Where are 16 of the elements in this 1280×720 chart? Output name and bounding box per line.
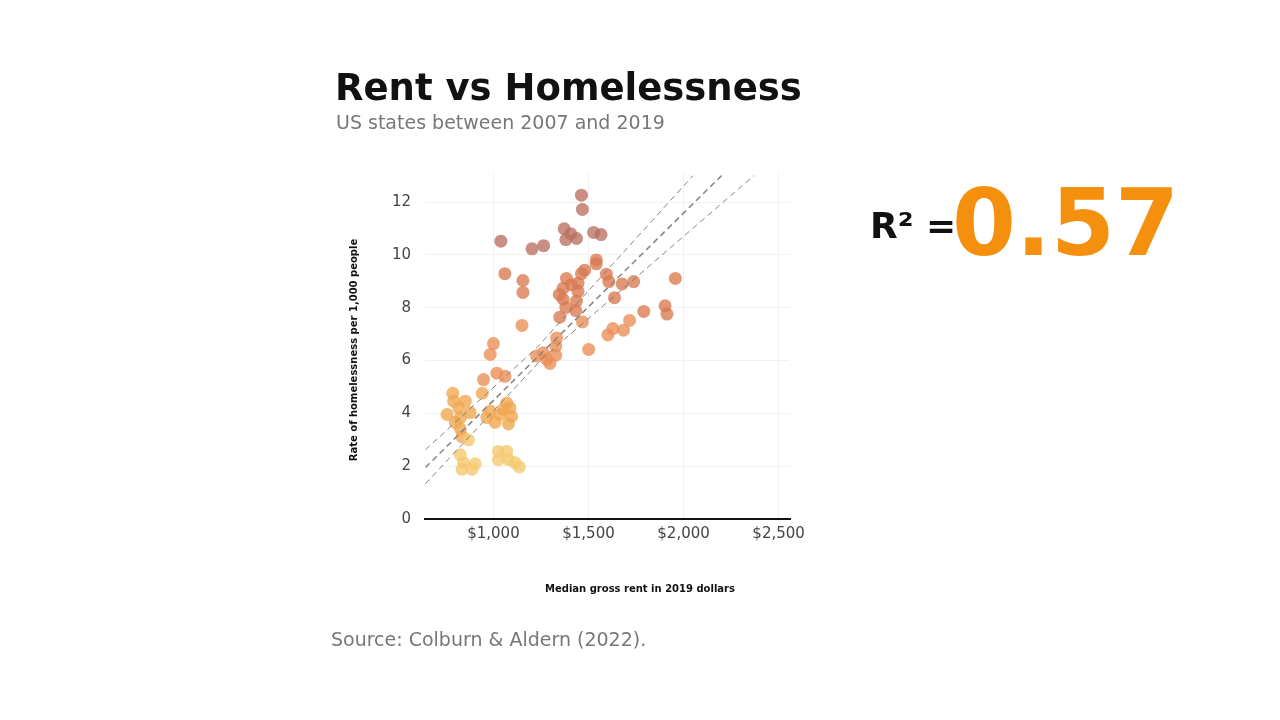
x-axis-title: Median gross rent in 2019 dollars — [545, 583, 735, 594]
y-tick-label: 2 — [401, 456, 411, 475]
x-tick-label: $1,500 — [562, 523, 615, 542]
y-axis-title: Rate of homelessness per 1,000 people — [347, 238, 359, 462]
y-tick-label: 10 — [391, 244, 411, 263]
x-tick-label: $2,000 — [657, 523, 710, 542]
y-tick-label: 12 — [391, 191, 411, 210]
x-tick-label: $1,000 — [467, 523, 520, 542]
chart-subtitle: US states between 2007 and 2019 — [336, 111, 665, 133]
y-tick-label: 4 — [401, 403, 411, 422]
x-tick-label: $2,500 — [752, 523, 805, 542]
y-tick-label: 8 — [401, 297, 411, 316]
source-note: Source: Colburn & Aldern (2022). — [331, 628, 647, 650]
y-tick-label: 0 — [401, 508, 411, 527]
y-tick-label: 6 — [401, 350, 411, 369]
chart-title: Rent vs Homelessness — [335, 66, 802, 109]
